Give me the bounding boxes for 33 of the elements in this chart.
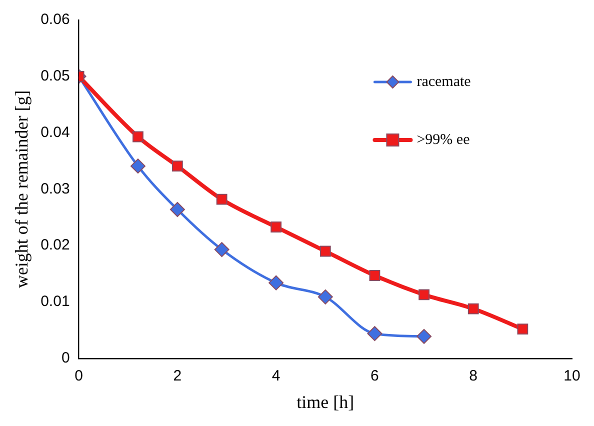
point	[318, 289, 333, 304]
x-tick-label: 0	[74, 368, 83, 385]
point	[214, 242, 230, 258]
point	[418, 289, 430, 300]
point	[270, 222, 282, 232]
y-axis-title: weight of the remainder [g]	[12, 90, 32, 288]
legend-label: >99% ee	[416, 132, 470, 148]
x-axis-title: time [h]	[296, 392, 354, 412]
point	[172, 160, 183, 172]
y-tick-label: 0	[61, 350, 70, 367]
point	[170, 202, 185, 218]
point	[517, 324, 528, 335]
x-tick-label: 4	[272, 368, 280, 385]
y-tick-label: 0.02	[40, 236, 70, 254]
y-tick-label: 0.04	[40, 124, 70, 141]
point	[369, 270, 380, 281]
point	[468, 303, 479, 314]
x-tick-label: 8	[469, 368, 478, 385]
point	[320, 246, 331, 257]
x-tick-label: 6	[370, 368, 379, 385]
y-tick-label: 0.05	[40, 68, 70, 85]
point	[130, 158, 146, 174]
point	[216, 194, 228, 205]
point	[268, 275, 284, 290]
legend-label: racemate	[416, 74, 472, 90]
y-tick-label: 0.06	[40, 11, 70, 28]
x-tick-label: 10	[564, 368, 580, 385]
point	[416, 328, 432, 344]
x-tick-label: 2	[173, 368, 182, 385]
y-tick-label: 0.01	[40, 293, 70, 310]
point	[132, 131, 144, 142]
point	[367, 326, 382, 342]
y-tick-label: 0.03	[40, 180, 70, 198]
